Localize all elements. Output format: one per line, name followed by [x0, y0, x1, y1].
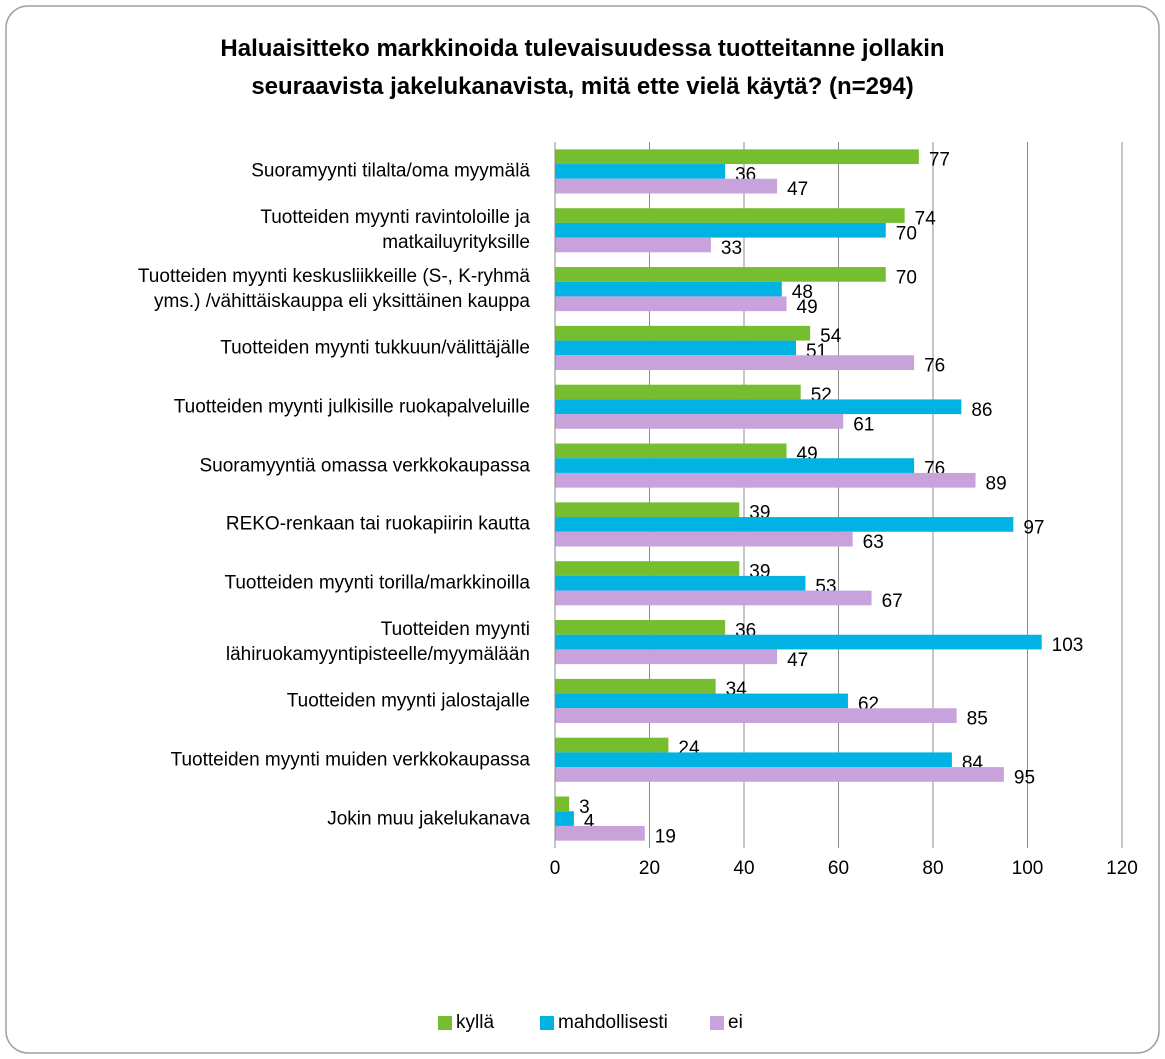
bar — [555, 178, 778, 194]
bar — [555, 590, 872, 606]
bar — [555, 737, 669, 753]
bar — [555, 325, 811, 341]
data-label: 70 — [896, 223, 917, 244]
category-label: Tuotteiden myynti torilla/markkinoilla — [224, 572, 530, 594]
bar — [555, 281, 782, 297]
data-label: 70 — [896, 267, 917, 288]
legend-swatch — [438, 1016, 452, 1030]
category-label: Suoramyyntiä omassa verkkokaupassa — [199, 455, 530, 477]
data-label: 97 — [1023, 517, 1044, 538]
category-label: Tuotteiden myynti jalostajalle — [286, 690, 530, 712]
x-tick-label: 40 — [733, 858, 754, 879]
legend-swatch — [540, 1016, 554, 1030]
category-label: Tuotteiden myynti keskusliikkeille (S-, … — [137, 266, 530, 313]
bar — [555, 561, 740, 576]
data-label: 47 — [787, 650, 808, 671]
bar — [555, 752, 952, 768]
bar — [555, 502, 740, 518]
x-tick-label: 20 — [639, 858, 660, 879]
data-label: 54 — [820, 326, 842, 347]
bar — [555, 649, 778, 665]
category-label: REKO-renkaan tai ruokapiirin kautta — [225, 513, 530, 535]
legend-label: ei — [728, 1012, 743, 1033]
frame — [5, 5, 1160, 1054]
bar — [555, 384, 801, 400]
bar — [555, 208, 905, 223]
data-label: 61 — [853, 414, 874, 435]
x-tick-label: 60 — [828, 858, 849, 879]
bar — [555, 634, 1042, 650]
bar — [555, 575, 806, 591]
bar — [555, 767, 1004, 782]
legend-label: kyllä — [456, 1012, 494, 1033]
data-label: 63 — [863, 532, 884, 553]
x-tick-label: 80 — [922, 858, 943, 879]
bar — [555, 149, 919, 165]
bar — [555, 237, 711, 253]
category-label: Suoramyynti tilalta/oma myymälä — [251, 160, 530, 182]
chart-title: Haluaisitteko markkinoida tulevaisuudess… — [220, 35, 945, 100]
bar — [555, 531, 853, 547]
data-label: 4 — [584, 812, 595, 833]
data-label: 103 — [1052, 635, 1084, 656]
data-label: 47 — [787, 179, 808, 200]
data-label: 48 — [792, 282, 813, 303]
data-label: 77 — [929, 150, 950, 171]
category-label: Tuotteiden myynti tukkuun/välittäjälle — [220, 337, 530, 359]
data-label: 95 — [1014, 767, 1035, 788]
bar — [555, 693, 848, 709]
category-label: Tuotteiden myynti ravintoloille ja matka… — [260, 207, 530, 254]
legend-swatch — [710, 1016, 724, 1030]
category-label: Tuotteiden myynti julkisille ruokapalvel… — [173, 396, 530, 418]
data-label: 33 — [721, 238, 742, 259]
data-label: 86 — [971, 400, 992, 421]
data-label: 89 — [986, 473, 1007, 494]
bar — [555, 399, 962, 415]
bar — [555, 296, 787, 312]
bar — [555, 443, 787, 459]
x-tick-label: 0 — [550, 858, 561, 879]
bar — [555, 708, 957, 723]
bar — [555, 472, 976, 488]
bar — [555, 267, 886, 282]
data-label: 67 — [882, 591, 903, 612]
data-label: 76 — [924, 356, 945, 377]
bar — [555, 164, 726, 179]
legend-label: mahdollisesti — [558, 1012, 668, 1033]
bar — [555, 340, 796, 356]
x-tick-label: 100 — [1012, 858, 1044, 879]
bar — [555, 620, 726, 635]
bar — [555, 414, 844, 429]
bar — [555, 458, 915, 473]
data-label: 85 — [967, 709, 988, 730]
bar — [555, 678, 716, 694]
data-label: 19 — [655, 826, 676, 847]
category-label: Tuotteiden myynti lähiruokamyyntipisteel… — [225, 619, 530, 666]
data-label: 3 — [579, 797, 590, 818]
bar — [555, 825, 645, 841]
bar — [555, 796, 570, 812]
category-label: Tuotteiden myynti muiden verkkokaupassa — [170, 749, 530, 771]
bar — [555, 517, 1014, 532]
category-label: Jokin muu jakelukanava — [327, 808, 530, 830]
data-label: 74 — [915, 209, 937, 230]
bar — [555, 355, 915, 370]
data-label: 49 — [797, 297, 818, 318]
bar — [555, 222, 886, 238]
x-tick-label: 120 — [1106, 858, 1138, 879]
bar — [555, 811, 574, 826]
